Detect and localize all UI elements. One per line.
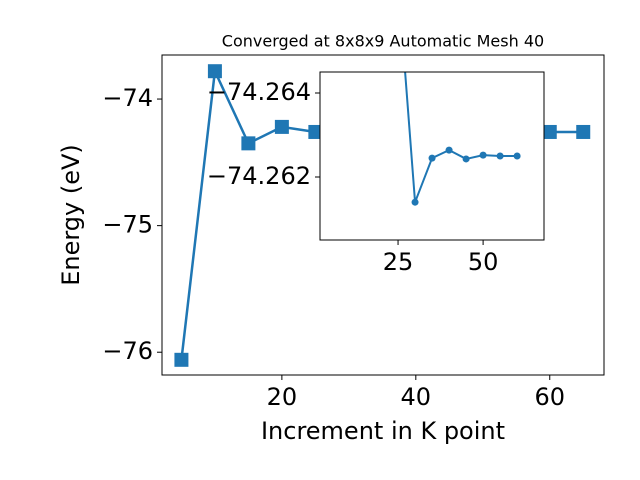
- y-axis-label: Energy (eV): [57, 144, 85, 286]
- y-tick-label: −74.262: [207, 162, 311, 190]
- marker: [411, 198, 419, 206]
- y-tick-label: −74.264: [207, 78, 311, 106]
- marker: [542, 124, 557, 139]
- marker: [308, 124, 323, 139]
- x-tick-label: 20: [267, 383, 298, 411]
- x-tick-label: 50: [468, 248, 499, 276]
- x-axis-label: Increment in K point: [261, 417, 505, 445]
- x-tick-label: 60: [534, 383, 565, 411]
- x-tick-label: 40: [401, 383, 432, 411]
- marker: [496, 152, 504, 160]
- main-frame: [161, 54, 605, 376]
- marker: [462, 155, 470, 163]
- marker: [241, 136, 256, 151]
- marker: [174, 352, 189, 367]
- marker: [479, 151, 487, 159]
- inset-series: [404, 72, 521, 206]
- marker: [576, 124, 591, 139]
- marker: [207, 64, 222, 79]
- marker: [445, 146, 453, 154]
- chart-title: Converged at 8x8x9 Automatic Mesh 40: [222, 32, 544, 51]
- marker: [513, 152, 521, 160]
- y-tick-label: −74: [102, 84, 153, 112]
- marker: [274, 119, 289, 134]
- marker: [428, 154, 436, 162]
- inset-frame: [319, 71, 545, 241]
- y-tick-label: −76: [102, 337, 153, 365]
- y-tick-label: −75: [102, 211, 153, 239]
- x-tick-label: 25: [383, 248, 414, 276]
